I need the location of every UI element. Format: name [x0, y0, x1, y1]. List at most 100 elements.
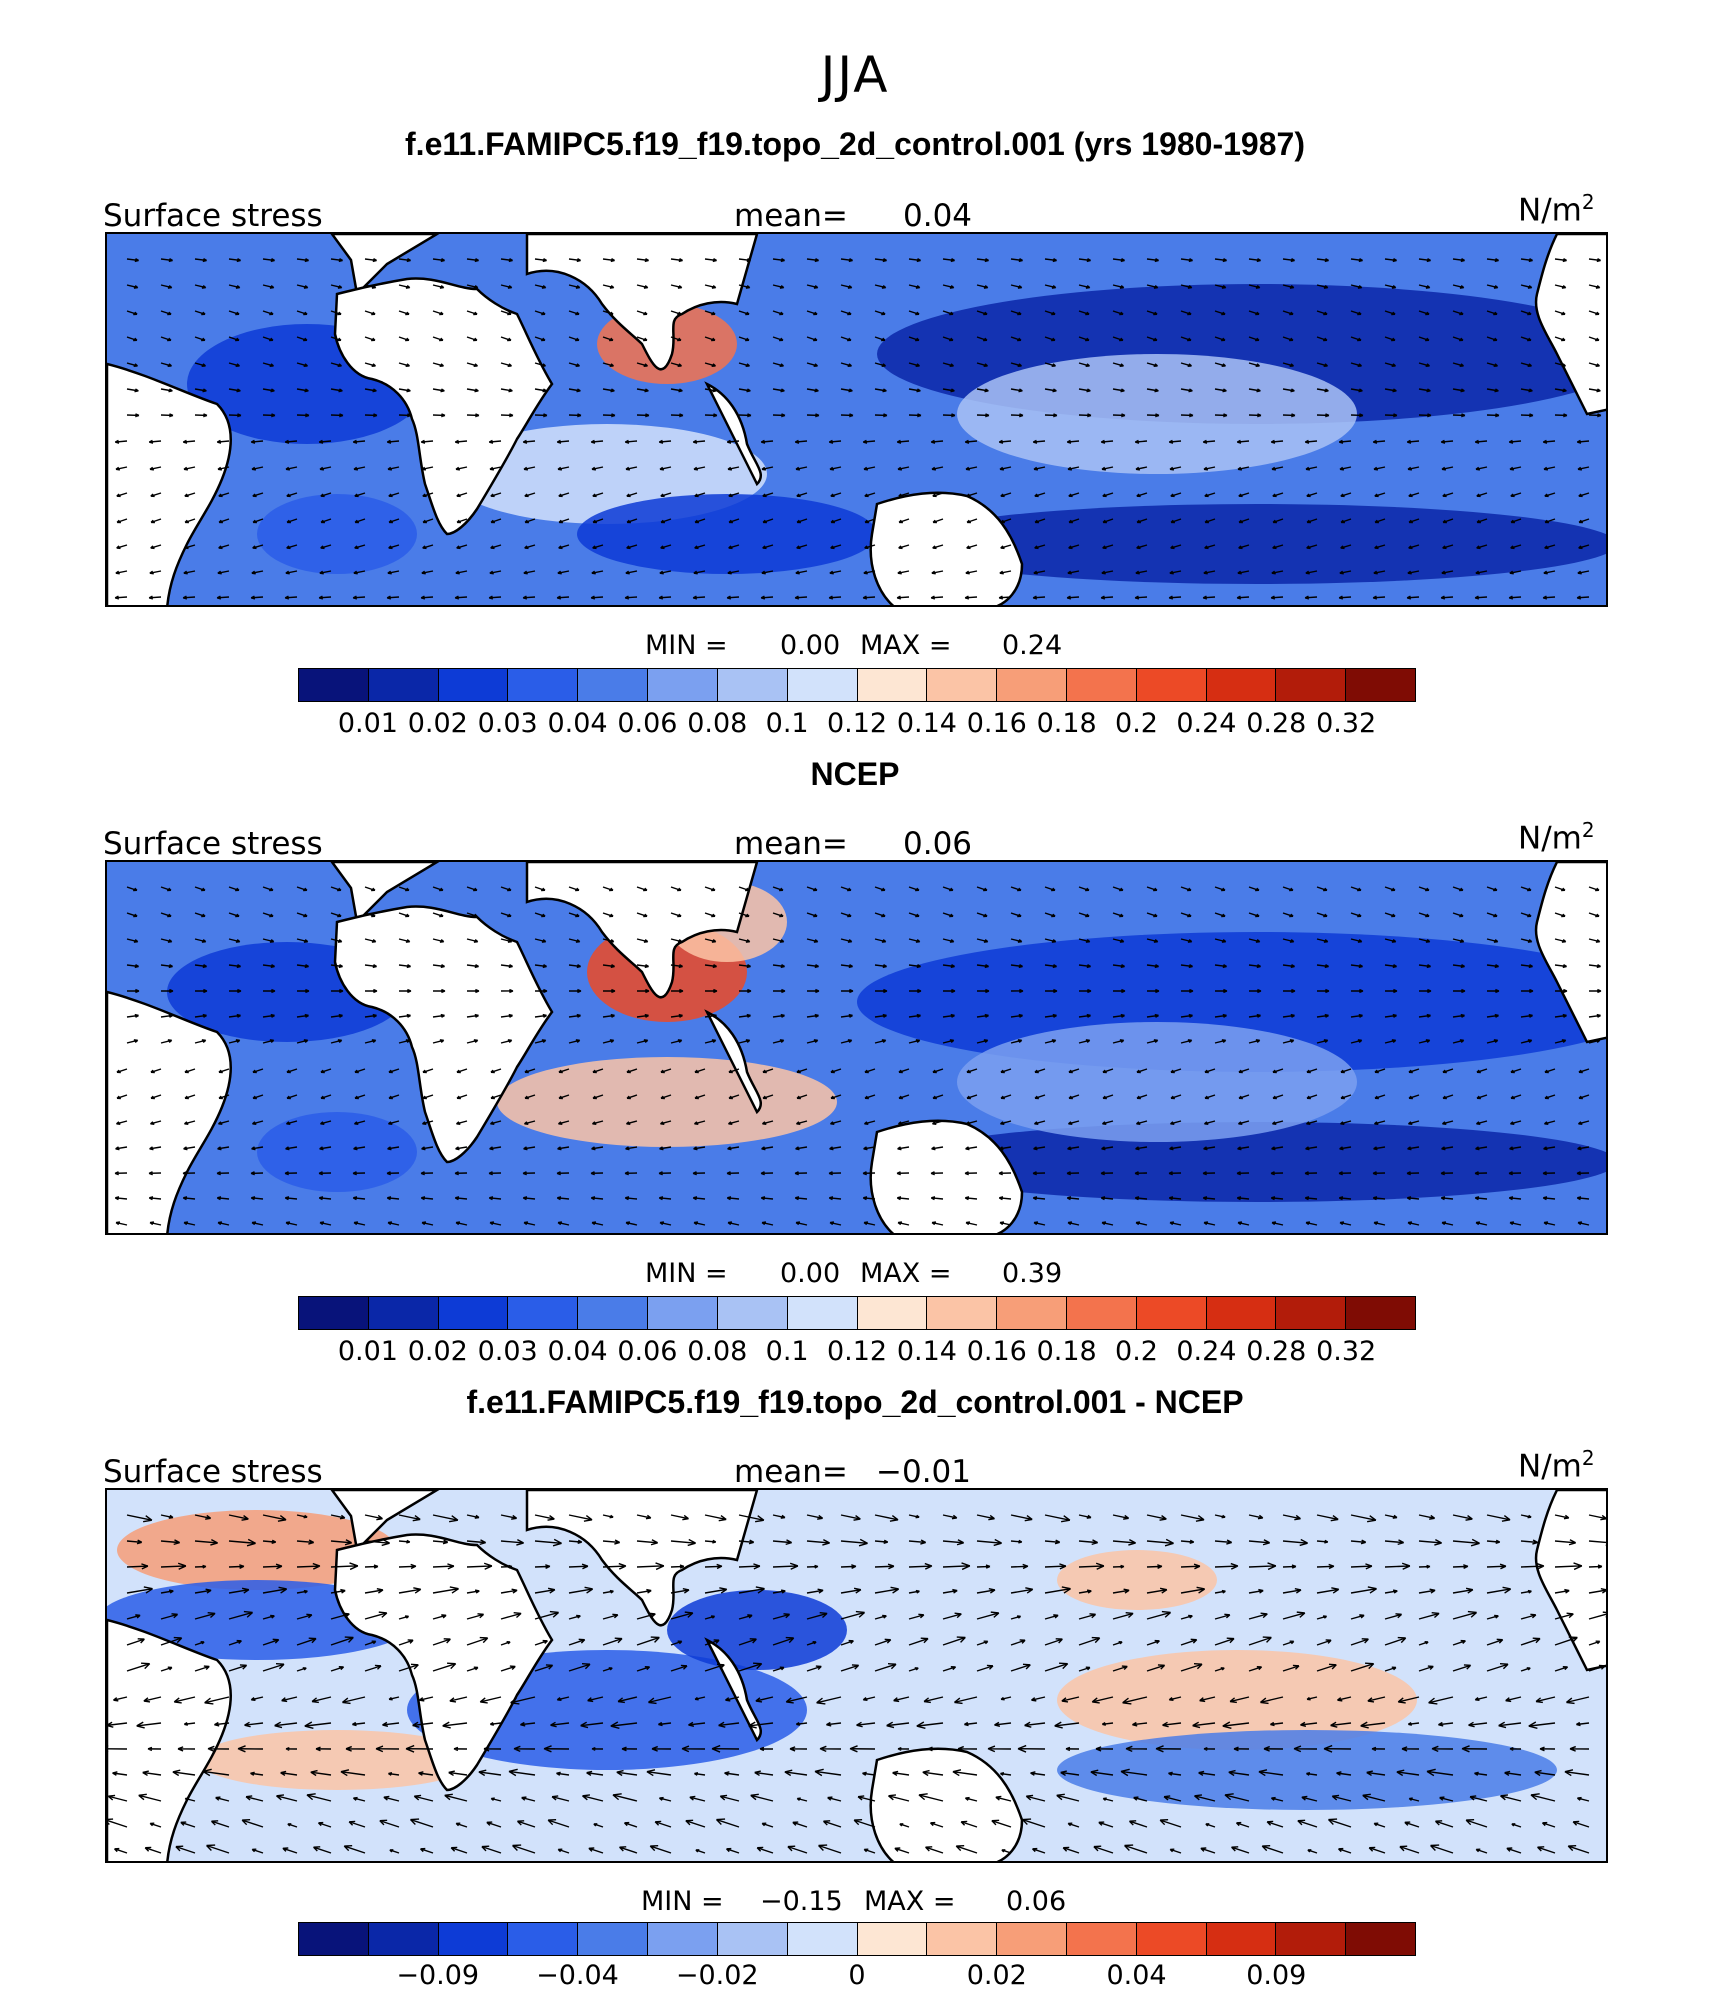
- colorbar-tick-label: 0.06: [617, 1336, 678, 1367]
- colorbar-swatch: [1206, 1923, 1277, 1955]
- panel-1-units: N/m2: [1518, 190, 1595, 229]
- colorbar-tick-label: −0.09: [396, 1960, 480, 1991]
- colorbar-swatch: [438, 1923, 509, 1955]
- colorbar-tick-label: 0.28: [1246, 708, 1307, 739]
- panel-3-max-value: 0.06: [1006, 1886, 1067, 1917]
- panel-3-colorbar-ticks: −0.09 −0.04 −0.02 0 0.02 0.04 0.09: [298, 1960, 1416, 1991]
- panel-1-variable-label: Surface stress: [103, 198, 323, 234]
- colorbar-swatch: [927, 669, 998, 701]
- colorbar-tick-label: 0.04: [1106, 1960, 1167, 1991]
- colorbar-swatch: [717, 1297, 788, 1329]
- colorbar-swatch: [1066, 1923, 1137, 1955]
- colorbar-swatch: [648, 1297, 718, 1329]
- panel-3-map: [105, 1488, 1608, 1863]
- colorbar-swatch: [787, 669, 858, 701]
- panel-1-mean-label: mean=: [734, 198, 848, 234]
- colorbar-swatch: [508, 1923, 579, 1955]
- colorbar-swatch: [1346, 669, 1415, 701]
- colorbar-swatch: [299, 1297, 369, 1329]
- colorbar-tick-label: 0.2: [1115, 1336, 1158, 1367]
- colorbar-swatch: [299, 1923, 369, 1955]
- colorbar-swatch: [648, 1923, 718, 1955]
- colorbar-tick-label: 0.12: [826, 1336, 888, 1367]
- colorbar-swatch: [508, 1297, 579, 1329]
- colorbar-tick-label: 0.02: [407, 708, 468, 739]
- panel-2-mean-label: mean=: [734, 826, 848, 862]
- panel-1-colorbar-ticks: 0.01 0.02 0.03 0.04 0.06 0.08 0.1 0.12 0.14 0.16 0…: [298, 708, 1416, 739]
- colorbar-swatch: [857, 1297, 928, 1329]
- panel-1-min-value: 0.00: [780, 630, 841, 661]
- colorbar-tick-label: 0.18: [1036, 1336, 1097, 1367]
- panel-1-max-value: 0.24: [1002, 630, 1063, 661]
- colorbar-tick-label: 0.2: [1115, 708, 1158, 739]
- panel-1-max-label: MAX =: [860, 630, 952, 661]
- colorbar-tick-label: −0.02: [675, 1960, 759, 1991]
- colorbar-swatch: [787, 1297, 858, 1329]
- panel-2-min-value: 0.00: [780, 1258, 841, 1289]
- colorbar-tick-label: 0.16: [966, 1336, 1027, 1367]
- colorbar-swatch: [1136, 1923, 1207, 1955]
- colorbar-swatch: [1346, 1923, 1415, 1955]
- panel-2-colorbar: [298, 1296, 1416, 1330]
- colorbar-swatch: [1276, 669, 1347, 701]
- colorbar-swatch: [1136, 669, 1207, 701]
- colorbar-swatch: [717, 669, 788, 701]
- colorbar-tick-label: 0.08: [687, 708, 748, 739]
- colorbar-tick-label: 0.28: [1246, 1336, 1307, 1367]
- colorbar-swatch: [997, 1923, 1067, 1955]
- colorbar-tick-label: 0.32: [1316, 1336, 1377, 1367]
- panel-1-colorbar: [298, 668, 1416, 702]
- colorbar-tick-label: 0.12: [826, 708, 888, 739]
- panel-3-max-label: MAX =: [864, 1886, 956, 1917]
- panel-3-variable-label: Surface stress: [103, 1454, 323, 1490]
- colorbar-tick-label: 0.01: [337, 1336, 398, 1367]
- colorbar-swatch: [368, 669, 439, 701]
- colorbar-tick-label: 0.01: [337, 708, 398, 739]
- colorbar-tick-label: 0.24: [1176, 708, 1237, 739]
- panel-2-variable-label: Surface stress: [103, 826, 323, 862]
- panel-3-min-value: −0.15: [760, 1886, 843, 1917]
- panel-3-mean-label: mean=: [734, 1454, 848, 1490]
- panel-3-units: N/m2: [1518, 1446, 1595, 1485]
- colorbar-tick-label: 0.18: [1036, 708, 1097, 739]
- colorbar-tick-label: 0.04: [547, 708, 608, 739]
- colorbar-swatch: [578, 669, 649, 701]
- colorbar-swatch: [438, 669, 509, 701]
- colorbar-swatch: [299, 669, 369, 701]
- colorbar-tick-label: 0.06: [617, 708, 678, 739]
- colorbar-swatch: [927, 1923, 998, 1955]
- colorbar-swatch: [578, 1923, 649, 1955]
- colorbar-swatch: [1206, 669, 1277, 701]
- panel-2-min-label: MIN =: [645, 1258, 728, 1289]
- colorbar-swatch: [1136, 1297, 1207, 1329]
- panel-1-mean-value: 0.04: [903, 198, 973, 234]
- colorbar-swatch: [578, 1297, 649, 1329]
- colorbar-tick-label: 0.14: [896, 1336, 957, 1367]
- colorbar-tick-label: 0.02: [966, 1960, 1027, 1991]
- season-title: JJA: [820, 46, 890, 104]
- colorbar-tick-label: 0.09: [1246, 1960, 1307, 1991]
- panel-3-mean-value: −0.01: [876, 1454, 971, 1490]
- colorbar-tick-label: 0.32: [1316, 708, 1377, 739]
- colorbar-swatch: [438, 1297, 509, 1329]
- colorbar-tick-label: 0: [848, 1960, 866, 1991]
- colorbar-swatch: [1276, 1923, 1347, 1955]
- colorbar-swatch: [857, 1923, 928, 1955]
- colorbar-swatch: [927, 1297, 998, 1329]
- panel-2-map: [105, 860, 1608, 1235]
- colorbar-swatch: [1066, 1297, 1137, 1329]
- colorbar-swatch: [1346, 1297, 1415, 1329]
- panel-2-mean-value: 0.06: [903, 826, 973, 862]
- panel-2-colorbar-ticks: 0.01 0.02 0.03 0.04 0.06 0.08 0.1 0.12 0.14 0.16 0…: [298, 1336, 1416, 1367]
- colorbar-tick-label: 0.08: [687, 1336, 748, 1367]
- panel-1-title: f.e11.FAMIPC5.f19_f19.topo_2d_control.00…: [405, 126, 1305, 162]
- colorbar-swatch: [787, 1923, 858, 1955]
- colorbar-swatch: [1206, 1297, 1277, 1329]
- panel-2-units: N/m2: [1518, 818, 1595, 857]
- colorbar-swatch: [857, 669, 928, 701]
- panel-2-title: NCEP: [810, 756, 900, 792]
- panel-3-min-label: MIN =: [641, 1886, 724, 1917]
- colorbar-swatch: [717, 1923, 788, 1955]
- colorbar-tick-label: 0.1: [765, 708, 809, 739]
- panel-3-colorbar: [298, 1922, 1416, 1956]
